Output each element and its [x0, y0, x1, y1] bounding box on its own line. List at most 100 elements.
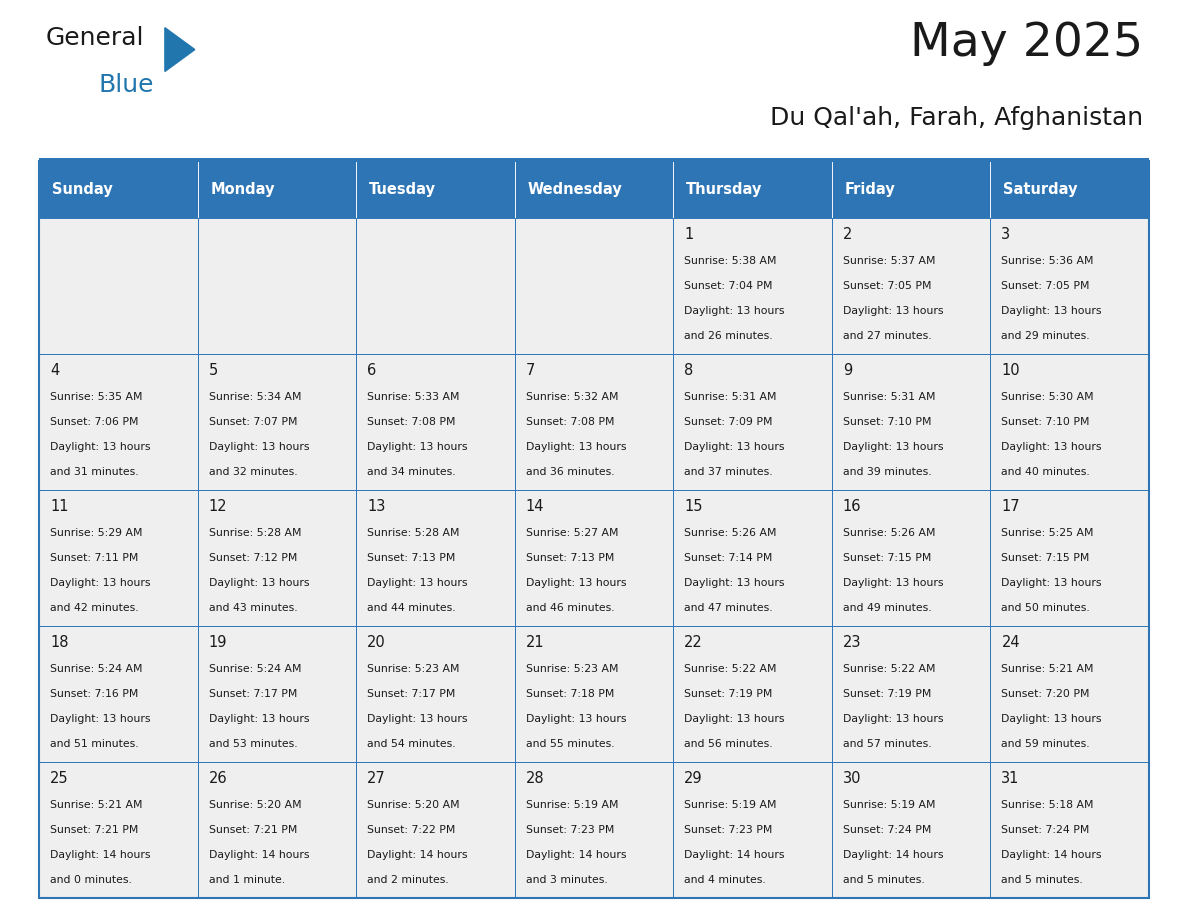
- Text: and 5 minutes.: and 5 minutes.: [1001, 876, 1083, 885]
- Text: and 57 minutes.: and 57 minutes.: [842, 739, 931, 749]
- Text: and 42 minutes.: and 42 minutes.: [50, 603, 139, 613]
- Text: 2: 2: [842, 228, 852, 242]
- Text: Daylight: 14 hours: Daylight: 14 hours: [367, 850, 468, 860]
- Text: and 26 minutes.: and 26 minutes.: [684, 331, 773, 341]
- Text: Sunrise: 5:23 AM: Sunrise: 5:23 AM: [526, 664, 618, 674]
- Text: Saturday: Saturday: [1003, 182, 1078, 196]
- Bar: [832, 218, 991, 353]
- Text: Sunrise: 5:24 AM: Sunrise: 5:24 AM: [50, 664, 143, 674]
- Text: 7: 7: [526, 364, 536, 378]
- Text: Du Qal'ah, Farah, Afghanistan: Du Qal'ah, Farah, Afghanistan: [770, 106, 1143, 129]
- Text: Sunset: 7:11 PM: Sunset: 7:11 PM: [50, 553, 139, 563]
- Text: and 50 minutes.: and 50 minutes.: [1001, 603, 1091, 613]
- Text: 28: 28: [526, 771, 544, 787]
- Text: Sunset: 7:19 PM: Sunset: 7:19 PM: [684, 689, 772, 699]
- Text: Sunset: 7:17 PM: Sunset: 7:17 PM: [209, 689, 297, 699]
- Text: and 2 minutes.: and 2 minutes.: [367, 876, 449, 885]
- Text: 16: 16: [842, 499, 861, 514]
- Text: Daylight: 13 hours: Daylight: 13 hours: [684, 714, 785, 724]
- Text: Daylight: 13 hours: Daylight: 13 hours: [526, 714, 626, 724]
- Text: 9: 9: [842, 364, 852, 378]
- Text: and 31 minutes.: and 31 minutes.: [50, 467, 139, 477]
- Text: Daylight: 13 hours: Daylight: 13 hours: [526, 578, 626, 588]
- Text: Sunset: 7:21 PM: Sunset: 7:21 PM: [50, 825, 139, 835]
- Text: Sunrise: 5:36 AM: Sunrise: 5:36 AM: [1001, 256, 1094, 266]
- Text: Daylight: 13 hours: Daylight: 13 hours: [1001, 442, 1102, 453]
- Text: and 0 minutes.: and 0 minutes.: [50, 876, 132, 885]
- Bar: [197, 218, 356, 353]
- Text: Sunset: 7:19 PM: Sunset: 7:19 PM: [842, 689, 931, 699]
- Text: Sunset: 7:12 PM: Sunset: 7:12 PM: [209, 553, 297, 563]
- Text: 6: 6: [367, 364, 377, 378]
- Text: Sunset: 7:16 PM: Sunset: 7:16 PM: [50, 689, 139, 699]
- Text: and 39 minutes.: and 39 minutes.: [842, 467, 931, 477]
- Text: and 54 minutes.: and 54 minutes.: [367, 739, 456, 749]
- Bar: [514, 762, 674, 898]
- Text: Daylight: 13 hours: Daylight: 13 hours: [50, 578, 151, 588]
- Text: Daylight: 14 hours: Daylight: 14 hours: [684, 850, 785, 860]
- Text: and 40 minutes.: and 40 minutes.: [1001, 467, 1091, 477]
- Bar: [356, 762, 514, 898]
- Text: Daylight: 14 hours: Daylight: 14 hours: [1001, 850, 1102, 860]
- Text: and 27 minutes.: and 27 minutes.: [842, 331, 931, 341]
- Text: 12: 12: [209, 499, 227, 514]
- Text: 20: 20: [367, 635, 386, 650]
- Text: Daylight: 14 hours: Daylight: 14 hours: [50, 850, 151, 860]
- Text: General: General: [45, 26, 144, 50]
- Text: Daylight: 13 hours: Daylight: 13 hours: [842, 714, 943, 724]
- Text: Sunset: 7:10 PM: Sunset: 7:10 PM: [842, 417, 931, 427]
- Bar: [991, 353, 1149, 490]
- Bar: [39, 490, 197, 626]
- Bar: [674, 762, 832, 898]
- Bar: [356, 218, 514, 353]
- Text: 21: 21: [526, 635, 544, 650]
- Text: and 1 minute.: and 1 minute.: [209, 876, 285, 885]
- Text: and 34 minutes.: and 34 minutes.: [367, 467, 456, 477]
- Text: Daylight: 13 hours: Daylight: 13 hours: [367, 442, 468, 453]
- Bar: [39, 762, 197, 898]
- Text: Sunrise: 5:30 AM: Sunrise: 5:30 AM: [1001, 392, 1094, 402]
- Text: and 44 minutes.: and 44 minutes.: [367, 603, 456, 613]
- Text: Daylight: 14 hours: Daylight: 14 hours: [209, 850, 309, 860]
- Text: 23: 23: [842, 635, 861, 650]
- Bar: [514, 353, 674, 490]
- Text: 5: 5: [209, 364, 219, 378]
- Text: and 4 minutes.: and 4 minutes.: [684, 876, 766, 885]
- Bar: [356, 626, 514, 762]
- Bar: [356, 353, 514, 490]
- Text: 15: 15: [684, 499, 703, 514]
- Text: 26: 26: [209, 771, 227, 787]
- Text: Thursday: Thursday: [685, 182, 763, 196]
- Text: Sunrise: 5:33 AM: Sunrise: 5:33 AM: [367, 392, 460, 402]
- Bar: [832, 490, 991, 626]
- Text: Sunrise: 5:19 AM: Sunrise: 5:19 AM: [684, 800, 777, 810]
- Bar: [991, 490, 1149, 626]
- Text: Sunrise: 5:21 AM: Sunrise: 5:21 AM: [1001, 664, 1094, 674]
- Text: Daylight: 13 hours: Daylight: 13 hours: [50, 442, 151, 453]
- Text: May 2025: May 2025: [910, 20, 1143, 65]
- Text: Sunset: 7:23 PM: Sunset: 7:23 PM: [684, 825, 772, 835]
- Text: Sunset: 7:13 PM: Sunset: 7:13 PM: [526, 553, 614, 563]
- Text: Daylight: 13 hours: Daylight: 13 hours: [842, 578, 943, 588]
- Text: 29: 29: [684, 771, 703, 787]
- Text: Sunrise: 5:31 AM: Sunrise: 5:31 AM: [684, 392, 777, 402]
- Text: Sunset: 7:13 PM: Sunset: 7:13 PM: [367, 553, 456, 563]
- Text: 27: 27: [367, 771, 386, 787]
- Text: and 49 minutes.: and 49 minutes.: [842, 603, 931, 613]
- Bar: [514, 490, 674, 626]
- Text: Daylight: 13 hours: Daylight: 13 hours: [367, 578, 468, 588]
- Text: and 5 minutes.: and 5 minutes.: [842, 876, 924, 885]
- Bar: [356, 161, 514, 218]
- Text: Daylight: 14 hours: Daylight: 14 hours: [842, 850, 943, 860]
- Bar: [197, 762, 356, 898]
- Text: Sunrise: 5:22 AM: Sunrise: 5:22 AM: [684, 664, 777, 674]
- Text: Sunset: 7:15 PM: Sunset: 7:15 PM: [842, 553, 931, 563]
- Text: 19: 19: [209, 635, 227, 650]
- Text: Sunset: 7:21 PM: Sunset: 7:21 PM: [209, 825, 297, 835]
- Text: 13: 13: [367, 499, 386, 514]
- Text: Sunrise: 5:31 AM: Sunrise: 5:31 AM: [842, 392, 935, 402]
- Text: Daylight: 13 hours: Daylight: 13 hours: [842, 307, 943, 316]
- Text: and 3 minutes.: and 3 minutes.: [526, 876, 607, 885]
- Text: Sunset: 7:05 PM: Sunset: 7:05 PM: [1001, 281, 1089, 291]
- Text: and 46 minutes.: and 46 minutes.: [526, 603, 614, 613]
